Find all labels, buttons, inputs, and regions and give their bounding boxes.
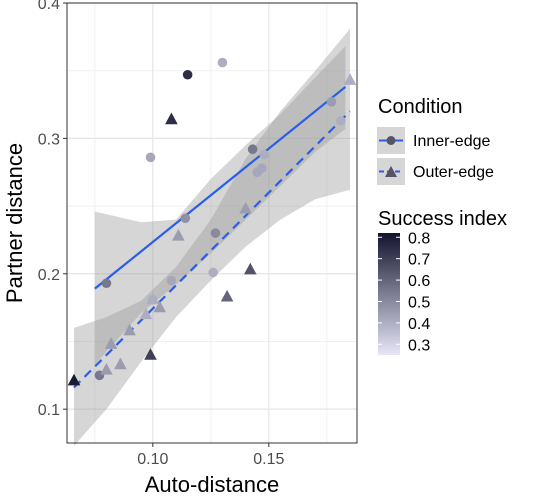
y-tick-label: 0.4 (38, 0, 60, 13)
data-point-inner-edge (101, 278, 112, 289)
legend-key-triangle-marker (385, 165, 397, 177)
colorbar-tick-label: 0.4 (408, 316, 430, 333)
legend-label-outer-edge: Outer-edge (413, 164, 494, 181)
data-point-inner-edge (210, 228, 221, 238)
colorbar-tick-label: 0.3 (408, 337, 430, 354)
data-point-inner-edge (182, 69, 193, 80)
data-point-inner-edge (335, 115, 346, 126)
data-point-inner-edge (180, 213, 191, 224)
data-point-outer-edge (100, 363, 113, 375)
data-point-outer-edge (139, 307, 153, 320)
y-tick-label: 0.1 (38, 402, 60, 419)
y-axis-title: Partner distance (2, 143, 27, 303)
colorbar-ticks: 0.8 0.7 0.6 0.5 0.4 0.3 (378, 230, 430, 354)
data-point-inner-edge (208, 267, 218, 278)
data-point-inner-edge (259, 149, 270, 160)
condition-legend-title: Condition (378, 96, 463, 118)
y-axis-ticks: 0.1 0.2 0.3 0.4 (38, 0, 67, 419)
colorbar-tick-label: 0.7 (408, 252, 430, 269)
success-index-legend: Success index 0.8 0.7 0.6 0.5 0.4 0.3 (378, 208, 507, 355)
success-index-legend-title: Success index (378, 208, 507, 230)
condition-legend: Condition Inner-edge Outer-edge (377, 96, 494, 185)
data-point-outer-edge (172, 228, 185, 241)
data-point-outer-edge (144, 348, 157, 360)
success-index-colorbar (378, 233, 400, 355)
confidence-band-inner-edge (94, 46, 346, 365)
data-point-inner-edge (166, 275, 177, 286)
legend-key-circle-marker (386, 136, 396, 145)
legend-label-inner-edge: Inner-edge (413, 133, 490, 150)
data-points (67, 57, 357, 386)
data-point-inner-edge (247, 144, 258, 155)
data-point-outer-edge (343, 73, 357, 85)
x-axis-ticks: 0.10 0.15 (137, 443, 285, 468)
data-point-outer-edge (104, 337, 118, 349)
x-tick-label: 0.10 (137, 451, 168, 468)
data-point-inner-edge (257, 163, 267, 173)
data-point-inner-edge (145, 152, 156, 163)
confidence-bands (74, 28, 350, 446)
data-point-inner-edge (217, 57, 228, 68)
fit-line-outer-edge (73, 110, 351, 389)
data-point-outer-edge (244, 262, 257, 275)
data-point-outer-edge (239, 201, 252, 214)
data-point-outer-edge (220, 289, 234, 302)
y-tick-label: 0.2 (38, 267, 60, 284)
y-tick-label: 0.3 (38, 131, 60, 148)
x-tick-label: 0.15 (253, 451, 284, 468)
minor-grid (67, 3, 357, 443)
data-point-outer-edge (165, 112, 178, 125)
data-point-outer-edge (146, 292, 160, 305)
condition-legend-keys: Inner-edge Outer-edge (377, 127, 494, 185)
plot-background (67, 3, 357, 443)
data-point-inner-edge (326, 97, 337, 107)
data-point-outer-edge (114, 357, 127, 370)
colorbar-tick-label: 0.6 (408, 273, 430, 290)
data-point-outer-edge (67, 373, 81, 386)
fit-lines (73, 86, 351, 389)
colorbar-tick-label: 0.8 (408, 230, 430, 247)
x-axis-title: Auto-distance (145, 472, 280, 497)
data-point-outer-edge (153, 300, 167, 313)
plot-panel-border (66, 2, 358, 444)
colorbar-tick-label: 0.5 (408, 294, 430, 311)
confidence-band-outer-edge (74, 28, 350, 446)
fit-line-inner-edge (94, 86, 347, 290)
data-point-outer-edge (123, 323, 136, 336)
